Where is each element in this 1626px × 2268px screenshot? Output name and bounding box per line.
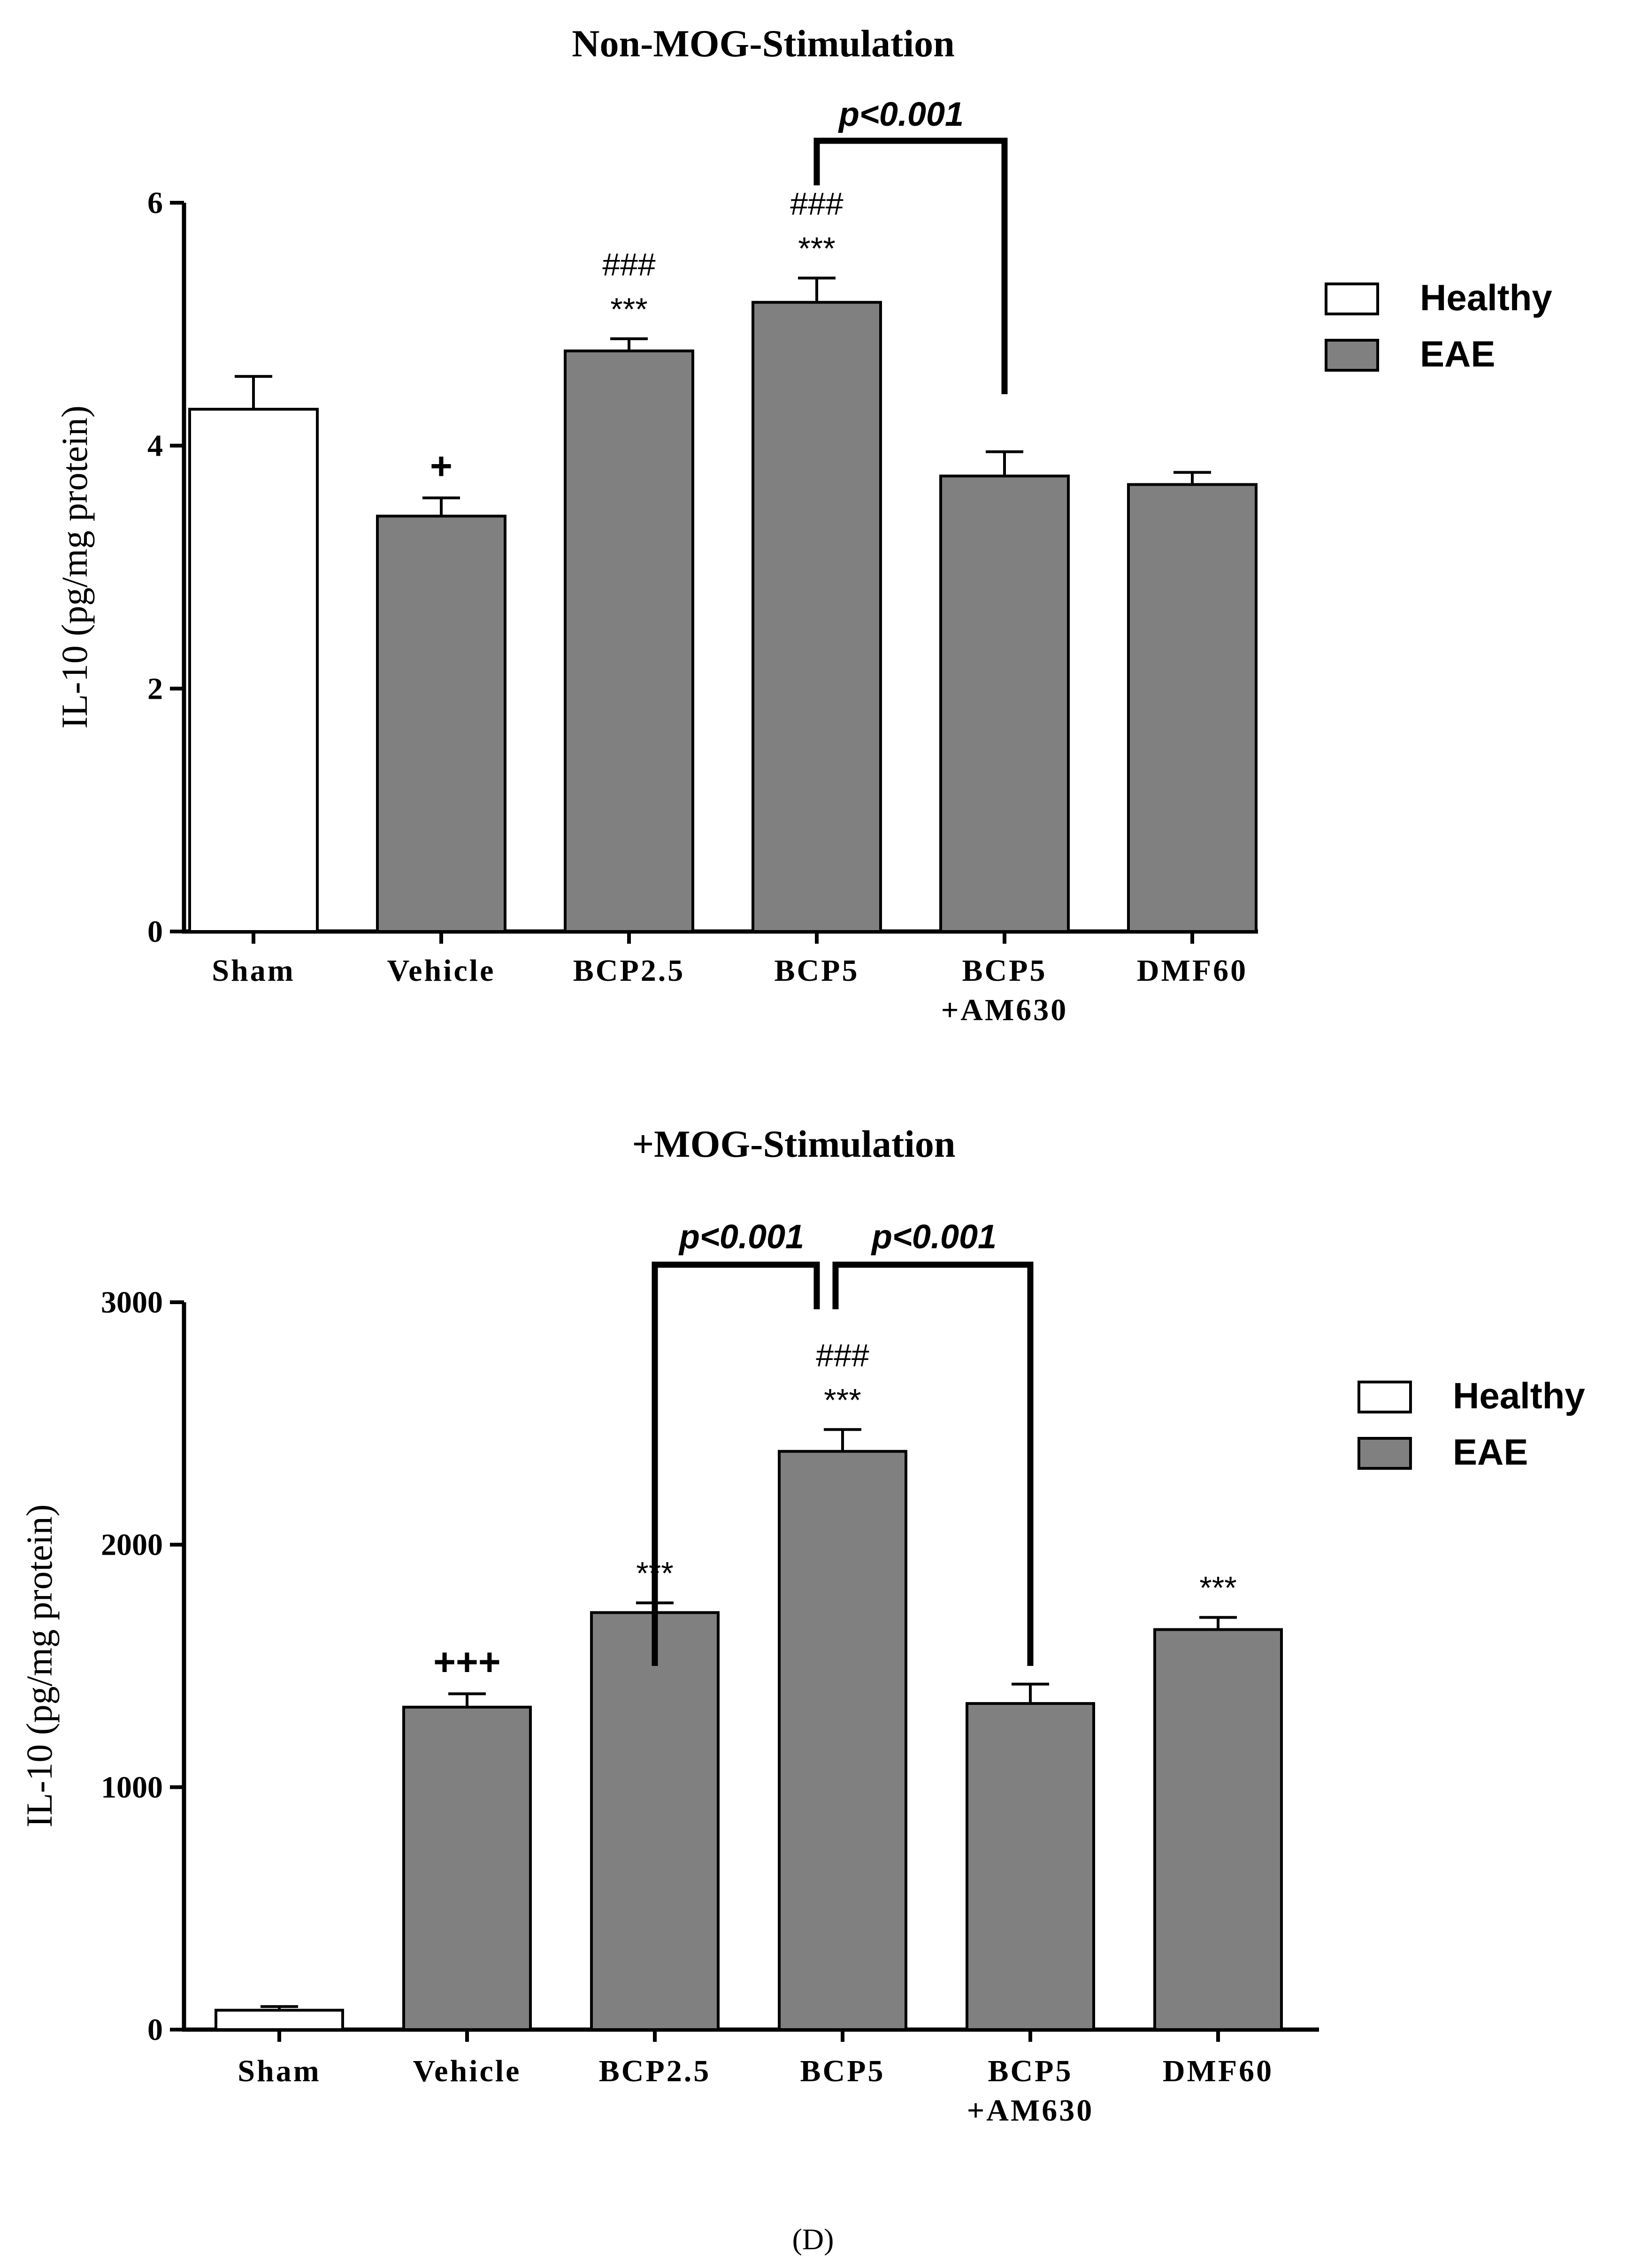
x-tick-label: BCP2.5	[599, 2054, 711, 2088]
y-tick-label: 0	[147, 915, 163, 949]
y-axis-label: IL-10 (pg/mg protein)	[19, 1504, 60, 1828]
significance-plus: +	[430, 445, 453, 488]
x-tick-label: Sham	[212, 954, 295, 988]
significance-plus: +++	[433, 1641, 501, 1683]
y-axis-label: IL-10 (pg/mg protein)	[54, 405, 95, 729]
y-tick-label: 3000	[101, 1285, 163, 1320]
bar-bcp5-am630	[939, 474, 1070, 933]
bar-bcp2-5	[564, 349, 694, 933]
bar-sham	[215, 2008, 344, 2031]
y-tick-label: 1000	[101, 1770, 163, 1804]
bracket-p-value: p<0.001	[871, 1218, 997, 1256]
x-tick-label: BCP5	[775, 954, 859, 988]
legend-label-healthy: Healthy	[1453, 1375, 1585, 1416]
bar-bcp2-5	[590, 1611, 720, 2031]
significance-star: ***	[824, 1382, 861, 1418]
legend-label-eae: EAE	[1420, 333, 1495, 374]
x-tick-label: BCP5	[800, 2054, 885, 2088]
legend-swatch-eae	[1325, 339, 1379, 372]
y-tick-label: 0	[147, 2013, 163, 2047]
x-tick-label: BCP5 +AM630	[941, 954, 1068, 1027]
significance-bracket	[652, 1261, 820, 1666]
y-tick-label: 6	[147, 186, 163, 220]
x-tick-label: Vehicle	[413, 2054, 522, 2088]
chart-title: +MOG-Stimulation	[632, 1123, 955, 1165]
legend-label-healthy: Healthy	[1420, 277, 1552, 318]
y-tick-label: 4	[147, 429, 163, 463]
bar-dmf60	[1153, 1628, 1283, 2031]
legend-swatch-eae	[1358, 1437, 1412, 1470]
significance-star: ***	[798, 230, 835, 266]
bar-sham	[188, 408, 319, 933]
x-tick-label: DMF60	[1137, 954, 1248, 988]
chart-2: +MOG-Stimulation IL-10 (pg/mg protein) 0 10…	[19, 1123, 1585, 2128]
bar-vehicle	[376, 514, 506, 933]
bar-bcp5	[752, 301, 882, 933]
significance-hash: ###	[602, 247, 656, 283]
significance-bracket	[813, 137, 1008, 394]
significance-hash: ###	[790, 186, 844, 221]
bar-vehicle	[402, 1705, 532, 2031]
bracket-p-value: p<0.001	[838, 96, 964, 133]
x-tick-label: Vehicle	[387, 954, 496, 988]
significance-star: ***	[610, 291, 647, 327]
panel-label: (D)	[792, 2222, 834, 2256]
bar-bcp5-am630	[966, 1702, 1095, 2031]
x-tick-label: BCP5 +AM630	[967, 2054, 1094, 2128]
y-tick-label: 2000	[101, 1528, 163, 1562]
x-tick-label: DMF60	[1163, 2054, 1273, 2088]
bar-dmf60	[1127, 483, 1258, 933]
legend-swatch-healthy	[1325, 283, 1379, 315]
significance-star: ***	[1199, 1570, 1236, 1606]
significance-bracket	[832, 1261, 1034, 1666]
x-tick-label: Sham	[238, 2054, 321, 2088]
chart-title: Non-MOG-Stimulation	[572, 22, 954, 65]
chart-1: Non-MOG-Stimulation IL-10 (pg/mg protein)…	[54, 22, 1552, 1027]
significance-hash: ###	[816, 1337, 869, 1373]
bracket-p-value: p<0.001	[678, 1218, 804, 1256]
bar-bcp5	[778, 1450, 907, 2031]
y-tick-label: 2	[147, 672, 163, 706]
legend-label-eae: EAE	[1453, 1431, 1528, 1473]
x-tick-label: BCP2.5	[573, 954, 685, 988]
legend-swatch-healthy	[1358, 1381, 1412, 1413]
